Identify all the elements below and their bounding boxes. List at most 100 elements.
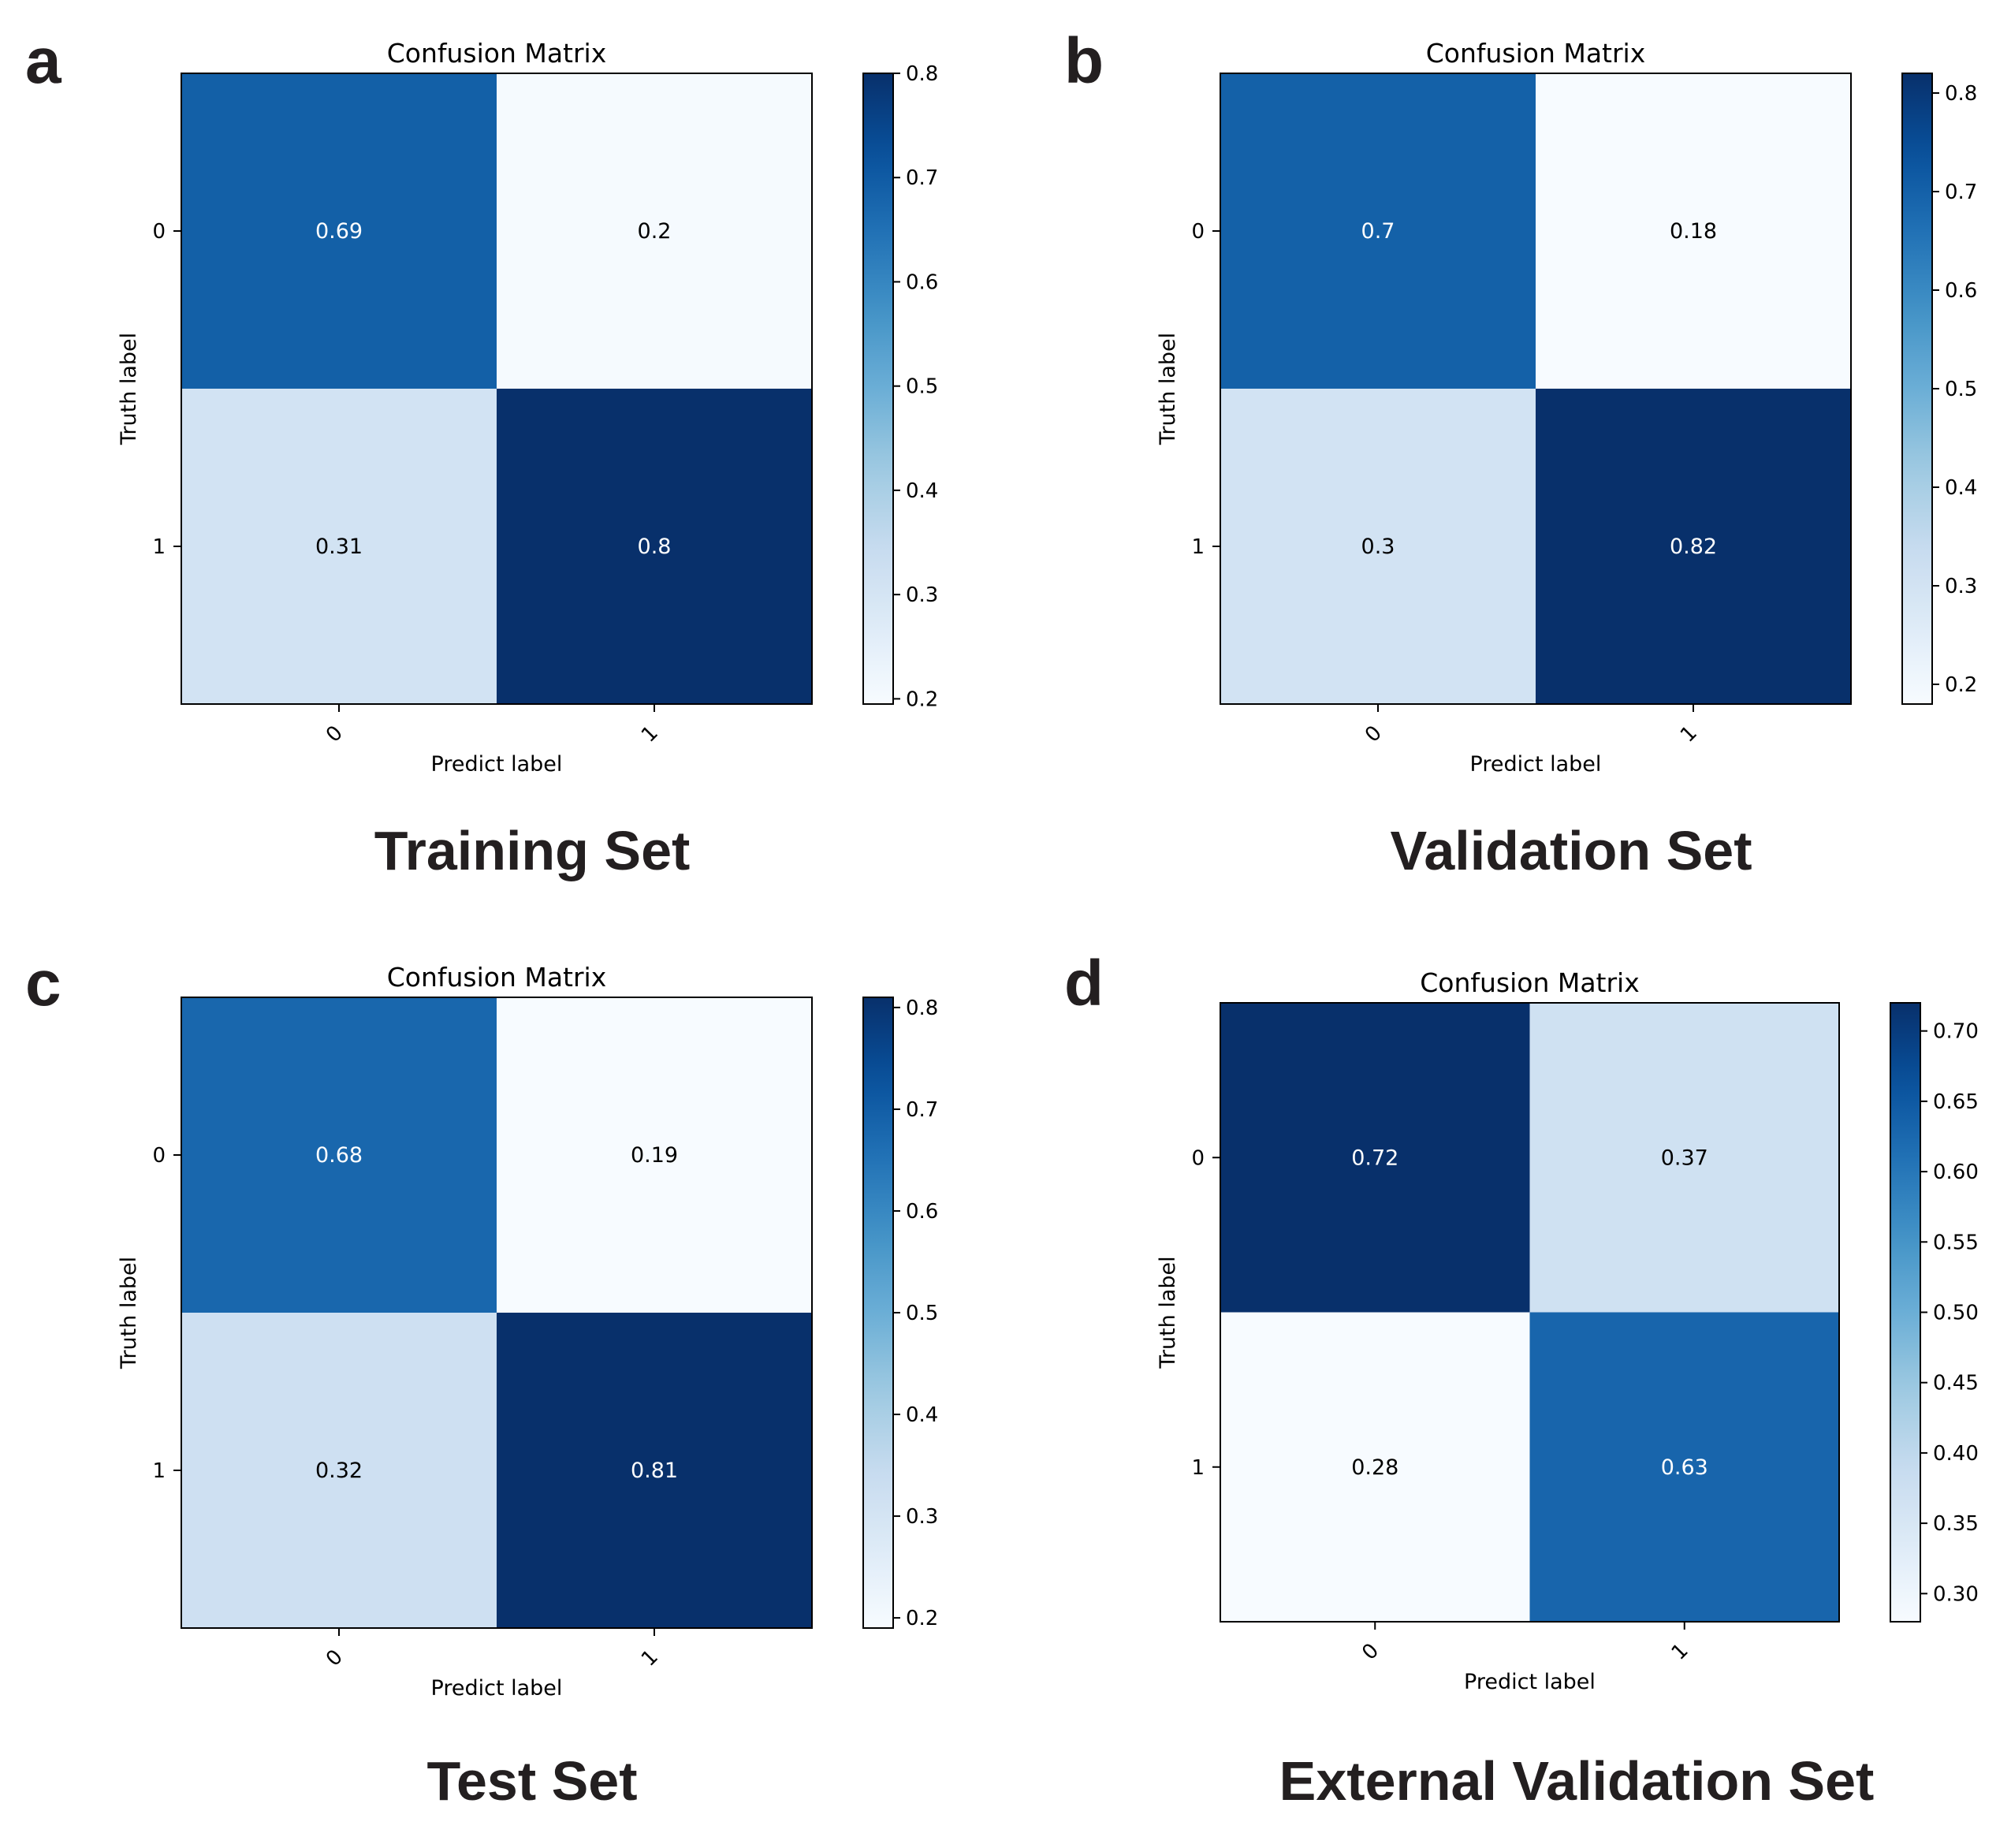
panel-b: b 0.7 0.18 0.3 0.82 Confusion Matrix 0 1 Truth l… [1064,25,1977,881]
cell-value-label: 0.28 [1351,1455,1398,1480]
axes-frame [1220,1002,1840,1623]
colorbar-tick-label: 0.6 [1945,279,1977,303]
colorbar-tick-label: 0.7 [1945,181,1977,204]
cell-value-label: 0.19 [631,1143,678,1168]
colorbar-tick-label: 0.55 [1933,1231,1979,1254]
colorbar-tick-label: 0.3 [906,583,938,607]
panel-d: d 0.72 0.37 0.28 0.63 Confusion Matrix 0 1 Truth… [1064,948,1979,1812]
y-tick-label: 0 [152,1144,166,1168]
axes-frame [1220,73,1852,705]
cell-value-label: 0.8 [638,535,672,559]
colorbar-tick-label: 0.4 [906,1403,938,1427]
matrix-cell [181,1313,497,1628]
x-axis-label: Predict label [431,1676,563,1701]
x-tick-label: 0 [1361,721,1387,747]
panel-letter: b [1064,25,1104,97]
chart-title: Confusion Matrix [1426,38,1646,69]
cell-value-label: 0.37 [1661,1146,1708,1170]
matrix-cell [1529,1312,1839,1622]
colorbar-tick-label: 0.5 [906,1302,938,1325]
axes-frame [181,997,813,1629]
x-tick-label: 0 [1357,1639,1383,1665]
x-tick-label: 1 [1667,1639,1693,1665]
x-axis-label: Predict label [1464,1670,1596,1694]
y-tick-label: 1 [152,535,166,559]
y-tick-label: 0 [1191,1146,1205,1170]
chart-title: Confusion Matrix [387,962,607,993]
y-tick-label: 0 [1191,220,1205,244]
x-axis-label: Predict label [1470,752,1602,777]
set-title: Training Set [374,820,691,881]
x-tick-label: 1 [637,1645,663,1671]
x-axis-label: Predict label [431,752,563,777]
x-tick-label: 1 [637,721,663,747]
y-axis-label: Truth label [117,333,141,445]
matrix-cell [497,1313,812,1628]
y-tick-label: 1 [152,1459,166,1483]
matrix-cell [1536,73,1851,389]
colorbar-tick-label: 0.7 [906,1098,938,1122]
matrix-cell [1220,73,1536,389]
colorbar [1890,1002,1921,1623]
set-title: Validation Set [1391,820,1752,881]
matrix-cell [181,389,497,704]
colorbar-tick-label: 0.6 [906,270,938,294]
chart-title: Confusion Matrix [1420,967,1640,998]
colorbar-tick-label: 0.7 [906,166,938,190]
y-axis-label: Truth label [1156,333,1180,445]
matrix-cell [181,997,497,1313]
set-title: External Validation Set [1279,1750,1875,1812]
colorbar-tick-label: 0.50 [1933,1302,1979,1325]
matrix-cell [1220,1003,1530,1313]
colorbar-tick-label: 0.65 [1933,1090,1979,1114]
cell-value-label: 0.3 [1361,535,1395,559]
matrix-cell [497,73,812,389]
y-tick-label: 0 [152,220,166,244]
colorbar-tick-label: 0.40 [1933,1442,1979,1466]
colorbar [862,997,894,1629]
colorbar-tick-label: 0.8 [906,62,938,86]
colorbar-tick-label: 0.3 [1945,575,1977,598]
x-tick-label: 0 [322,1645,348,1671]
matrix-cell [497,389,812,704]
colorbar-tick-label: 0.70 [1933,1020,1979,1044]
cell-value-label: 0.68 [315,1143,363,1168]
y-axis-label: Truth label [1156,1256,1180,1369]
colorbar-tick-label: 0.60 [1933,1161,1979,1184]
colorbar-tick-label: 0.2 [906,687,938,711]
colorbar-tick-label: 0.4 [1945,476,1977,500]
cell-value-label: 0.82 [1670,535,1717,559]
axes-frame [181,73,813,705]
cell-value-label: 0.69 [315,219,363,244]
colorbar-tick-label: 0.5 [1945,378,1977,401]
colorbar-tick-label: 0.30 [1933,1582,1979,1606]
colorbar-tick-label: 0.3 [906,1505,938,1529]
cell-value-label: 0.31 [315,535,363,559]
colorbar [862,73,894,705]
cell-value-label: 0.63 [1661,1455,1708,1480]
y-axis-label: Truth label [117,1257,141,1369]
panel-letter: a [25,25,62,97]
chart-title: Confusion Matrix [387,38,607,69]
colorbar-tick-label: 0.5 [906,375,938,399]
x-tick-label: 0 [322,721,348,747]
x-tick-label: 1 [1676,721,1702,747]
cell-value-label: 0.32 [315,1459,363,1483]
matrix-cell [1536,389,1851,704]
cell-value-label: 0.7 [1361,219,1395,244]
colorbar-tick-label: 0.35 [1933,1512,1979,1536]
cell-value-label: 0.18 [1670,219,1717,244]
colorbar-tick-label: 0.2 [1945,673,1977,697]
cell-value-label: 0.81 [631,1459,678,1483]
colorbar-tick-label: 0.4 [906,479,938,503]
colorbar-tick-label: 0.8 [906,997,938,1020]
y-tick-label: 1 [1191,1456,1205,1480]
cell-value-label: 0.72 [1351,1146,1398,1170]
matrix-cell [497,997,812,1313]
cell-value-label: 0.2 [638,219,672,244]
matrix-cell [181,73,497,389]
set-title: Test Set [426,1750,637,1812]
